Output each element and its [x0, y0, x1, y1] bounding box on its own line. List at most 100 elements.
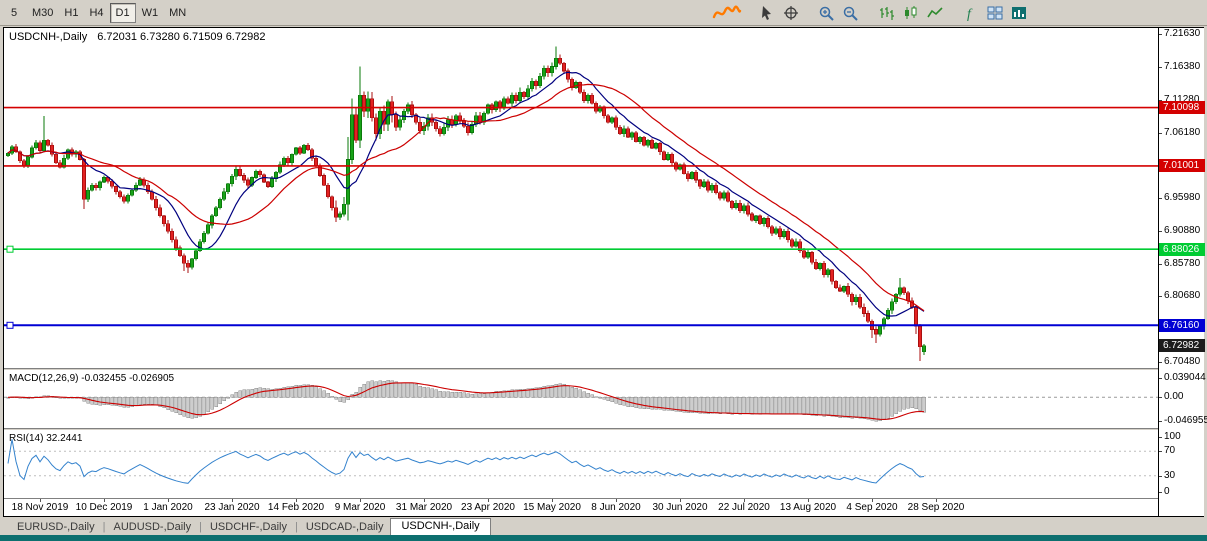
date-axis-label: 9 Mar 2020 [334, 502, 386, 513]
ma-10-line[interactable] [7, 71, 925, 317]
cursor-icon[interactable] [756, 3, 778, 23]
macd-histogram [6, 380, 926, 422]
date-axis-label: 23 Jan 2020 [204, 502, 260, 513]
candles-series [6, 46, 926, 361]
rsi-canvas[interactable] [4, 431, 1158, 498]
price-axis-label: 6.90880 [1159, 225, 1200, 237]
price-scale-main[interactable]: 7.216307.163807.112807.061807.010806.959… [1159, 28, 1205, 368]
price-axis-label: 6.95980 [1159, 192, 1200, 204]
zoom-in-icon[interactable] [816, 3, 838, 23]
rsi-pane[interactable]: RSI(14) 32.2441 [4, 431, 1158, 498]
date-axis-divider [4, 498, 1203, 499]
ma-22-line[interactable] [7, 83, 925, 312]
price-scale-rsi[interactable]: 100 70 30 0 [1159, 431, 1205, 498]
line-chart-icon[interactable] [924, 3, 946, 23]
date-tick [40, 499, 41, 502]
chart-tab-usdchf[interactable]: USDCHF-,Daily [209, 521, 287, 533]
date-tick [424, 499, 425, 502]
rsi-line [7, 439, 925, 484]
price-axis-label: 7.16380 [1159, 61, 1200, 73]
price-level-badge: 6.76160 [1159, 318, 1205, 332]
timeframe-button-h1[interactable]: H1 [64, 6, 79, 19]
tab-separator: | [294, 521, 298, 533]
macd-axis-label: -0.046955 [1159, 415, 1207, 427]
date-axis-label: 14 Feb 2020 [267, 502, 325, 513]
macd-signal-line [7, 382, 925, 420]
price-level-badge: 6.88026 [1159, 242, 1205, 256]
tab-separator: | [199, 521, 202, 533]
pane-separator[interactable] [4, 428, 1203, 431]
date-tick [872, 499, 873, 502]
date-tick [808, 499, 809, 502]
chart-tab-usdcnh[interactable]: USDCNH-,Daily [390, 518, 491, 535]
date-tick [488, 499, 489, 502]
timeframe-button-d1[interactable]: D1 [109, 2, 136, 23]
date-axis-label: 4 Sep 2020 [846, 502, 898, 513]
chart-tools-group: f [712, 3, 1032, 23]
date-axis-label: 15 May 2020 [523, 502, 581, 513]
price-axis-label: 7.21630 [1159, 28, 1200, 40]
date-tick [104, 499, 105, 502]
timeframe-button-5[interactable]: 5 [10, 6, 18, 19]
chart-tab-eurusd[interactable]: EURUSD-,Daily [17, 521, 95, 533]
price-level-badge: 7.10098 [1159, 101, 1205, 115]
main-chart-pane[interactable]: USDCNH-,Daily 6.72031 6.73280 6.71509 6.7… [4, 28, 1158, 368]
date-axis-label: 1 Jan 2020 [143, 502, 193, 513]
zoom-out-icon[interactable] [840, 3, 862, 23]
svg-text:f: f [967, 7, 973, 21]
macd-axis-label: 0.00 [1159, 391, 1183, 403]
timeframe-button-w1[interactable]: W1 [141, 6, 159, 19]
timeframe-toolbar: 5 M30 H1 H4 D1 W1 MN f [0, 0, 1207, 26]
macd-pane[interactable]: MACD(12,26,9) -0.032455 -0.026905 [4, 371, 1158, 428]
price-axis-label: 6.70480 [1159, 356, 1200, 368]
timeframe-button-mn[interactable]: MN [169, 6, 187, 19]
date-axis-label: 8 Jun 2020 [591, 502, 641, 513]
candlestick-chart-icon[interactable] [900, 3, 922, 23]
new-chart-icon[interactable] [1008, 3, 1030, 23]
chart-tabs-bar: EURUSD-,Daily | AUDUSD-,Daily | USDCHF-,Dail… [0, 518, 1207, 535]
date-axis-label: 18 Nov 2019 [11, 502, 69, 513]
rsi-axis-label: 0 [1159, 486, 1170, 498]
date-axis-label: 30 Jun 2020 [652, 502, 708, 513]
rsi-axis-label: 100 [1159, 431, 1181, 443]
rsi-axis-label: 70 [1159, 445, 1175, 457]
date-tick [232, 499, 233, 502]
indicators-icon[interactable]: f [960, 3, 982, 23]
date-tick [360, 499, 361, 502]
chart-tab-usdcad[interactable]: USDCAD-,Daily [305, 521, 384, 533]
tab-separator: | [102, 521, 106, 533]
crosshair-icon[interactable] [780, 3, 802, 23]
date-axis-label: 22 Jul 2020 [718, 502, 770, 513]
price-axis-label: 7.06180 [1159, 127, 1200, 139]
timeframe-button-m30[interactable]: M30 [32, 6, 54, 19]
macd-canvas[interactable] [4, 371, 1158, 428]
date-tick [616, 499, 617, 502]
price-scale-macd[interactable]: 0.039044 0.00 -0.046955 [1159, 371, 1207, 428]
price-axis-label: 6.80680 [1159, 290, 1200, 302]
chart-tab-audusd[interactable]: AUDUSD-,Daily [113, 521, 192, 533]
price-scale[interactable]: 7.216307.163807.112807.061807.010806.959… [1158, 28, 1207, 516]
scribble-icon[interactable] [712, 3, 742, 23]
date-tick [168, 499, 169, 502]
timeframe-button-h4[interactable]: H4 [89, 6, 104, 19]
pane-separator[interactable] [4, 368, 1203, 371]
date-tick [296, 499, 297, 502]
bar-chart-icon[interactable] [876, 3, 898, 23]
date-axis-label: 31 Mar 2020 [395, 502, 453, 513]
price-axis-label: 6.85780 [1159, 258, 1200, 270]
chart-window: USDCNH-,Daily 6.72031 6.73280 6.71509 6.7… [3, 27, 1207, 517]
date-tick [936, 499, 937, 502]
price-axis-label: 7.11280 [1159, 94, 1199, 106]
date-axis-label: 23 Apr 2020 [461, 502, 515, 513]
tile-windows-icon[interactable] [984, 3, 1006, 23]
main-chart-canvas[interactable] [4, 28, 1158, 368]
line-handle[interactable] [6, 321, 14, 329]
date-tick [744, 499, 745, 502]
line-handle[interactable] [6, 245, 14, 253]
date-axis-label: 10 Dec 2019 [75, 502, 133, 513]
taskbar-sliver [0, 535, 1207, 541]
date-axis-label: 28 Sep 2020 [907, 502, 965, 513]
macd-axis-label: 0.039044 [1159, 372, 1206, 384]
date-axis[interactable]: 18 Nov 2019 10 Dec 2019 1 Jan 2020 23 Jan 2… [4, 499, 1158, 516]
